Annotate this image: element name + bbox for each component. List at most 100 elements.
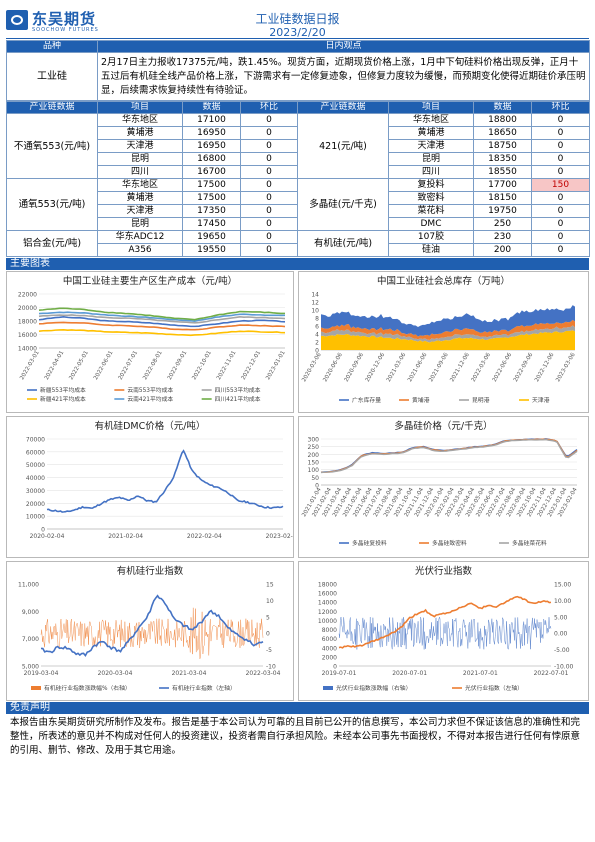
series-area bbox=[321, 325, 575, 343]
legend-label: 新疆553平均成本 bbox=[40, 386, 86, 394]
report-title: 工业硅数据日报 bbox=[255, 12, 340, 26]
chart-dmc-price: 0 10000 20000 30000 40000 50000 60000 70000 2020… bbox=[26, 437, 293, 541]
x-tick-label: 2020-07-01 bbox=[392, 670, 427, 677]
y2-tick-label: 0.00 bbox=[554, 631, 568, 638]
chart-panel: 中国工业硅社会总库存（万吨） 0 2 4 6 8 10 12 14 2020-03-06 2020… bbox=[298, 271, 589, 413]
y-tick-label: 0 bbox=[41, 527, 45, 534]
series-line bbox=[38, 321, 286, 331]
legend-label: 光伏行业指数涨跌幅（右轴） bbox=[336, 684, 411, 692]
cell-change: 0 bbox=[240, 165, 298, 179]
group-label: 有机硅(元/吨) bbox=[297, 230, 389, 257]
chart-title: 有机硅行业指数 bbox=[116, 566, 184, 577]
cell-change: 0 bbox=[240, 139, 298, 153]
y-tick-label: 60000 bbox=[26, 449, 45, 456]
legend-label: 有机硅行业指数涨跌幅%（右轴） bbox=[44, 684, 131, 692]
cell-item: 华东ADC12 bbox=[97, 230, 183, 244]
chart-title: 光伏行业指数 bbox=[414, 566, 472, 577]
y2-tick-label: 10 bbox=[266, 598, 274, 605]
x-tick-label: 2022-12-01 bbox=[241, 350, 263, 382]
cell-value: 200 bbox=[473, 243, 532, 257]
cell-item: 107胶 bbox=[388, 230, 474, 244]
cell-change: 0 bbox=[531, 152, 590, 166]
legend-label: 广东库存量 bbox=[352, 396, 381, 404]
series-line bbox=[38, 311, 286, 322]
series-line-change bbox=[338, 616, 552, 650]
legend-label: 多晶硅复投料 bbox=[352, 539, 387, 547]
cell-change: 0 bbox=[240, 230, 298, 244]
y-tick-label: 12000 bbox=[318, 609, 337, 616]
x-tick-label: 2020-03-04 bbox=[98, 670, 133, 677]
cell-value: 18750 bbox=[473, 139, 532, 153]
x-tick-label: 2023-02-04 bbox=[266, 533, 293, 540]
y-tick-label: 5,000 bbox=[22, 664, 39, 671]
x-tick-label: 2022-07-01 bbox=[118, 350, 140, 382]
summary-col-view: 日内观点 bbox=[97, 40, 590, 53]
legend-label: 天津港 bbox=[532, 396, 550, 404]
series-line bbox=[320, 438, 578, 474]
group-label: 多晶硅(元/千克) bbox=[297, 178, 389, 231]
legend-label: 多晶硅菜花料 bbox=[512, 539, 547, 547]
disclaimer-text: 本报告由东吴期货研究所制作及发布。报告是基于本公司认为可靠的且目前已公开的信息撰… bbox=[10, 717, 581, 756]
chart-panel: 有机硅行业指数 5,000 7,000 9,000 11,000 -10 -5 0 5 10 15… bbox=[6, 561, 294, 701]
cell-item: 昆明 bbox=[97, 217, 183, 231]
y-tick-label: 22000 bbox=[18, 292, 37, 299]
cell-value: 17100 bbox=[182, 113, 241, 127]
y-tick-label: 0 bbox=[333, 664, 337, 671]
x-tick-label: 2022-10-01 bbox=[191, 350, 213, 382]
cell-item: 华东地区 bbox=[97, 178, 183, 192]
y-tick-label: 7,000 bbox=[22, 636, 39, 643]
x-tick-label: 2022-04-01 bbox=[44, 350, 66, 382]
cell-value: 16700 bbox=[182, 165, 241, 179]
cell-value: 17500 bbox=[182, 191, 241, 205]
summary-product: 工业硅 bbox=[6, 52, 98, 101]
cell-change: 0 bbox=[531, 113, 590, 127]
group-label: 不通氧553(元/吨) bbox=[6, 113, 98, 179]
chart-panel: 中国工业硅主要生产区生产成本（元/吨） 14000 16000 18000 20000… bbox=[6, 271, 294, 413]
cell-change: 0 bbox=[531, 191, 590, 205]
x-tick-label: 2022-09-06 bbox=[513, 352, 535, 384]
section-disclaimer: 免责声明 bbox=[6, 702, 589, 714]
y2-tick-label: 15.00 bbox=[554, 582, 571, 589]
section-charts: 主要图表 bbox=[6, 258, 589, 270]
x-tick-label: 2020-09-06 bbox=[344, 352, 366, 384]
cell-change: 0 bbox=[240, 243, 298, 257]
x-tick-label: 2023-01-01 bbox=[265, 350, 287, 382]
company-logo: 东吴期货 SOOCHOW FUTURES bbox=[6, 8, 116, 36]
th-value: 数据 bbox=[473, 101, 532, 114]
x-tick-label: 2020-06-06 bbox=[322, 352, 344, 384]
cell-item: A356 bbox=[97, 243, 183, 257]
y2-tick-label: 5.00 bbox=[554, 614, 568, 621]
y-tick-label: 200 bbox=[308, 452, 320, 459]
y-tick-label: 10 bbox=[311, 308, 319, 315]
logo-english: SOOCHOW FUTURES bbox=[32, 27, 99, 33]
th-change: 环比 bbox=[531, 101, 590, 114]
cell-change: 0 bbox=[240, 126, 298, 140]
cell-value: 18350 bbox=[473, 152, 532, 166]
legend-label: 新疆421平均成本 bbox=[40, 395, 86, 403]
y-tick-label: 0 bbox=[315, 348, 319, 355]
y2-tick-label: 0 bbox=[266, 631, 270, 638]
y-tick-label: 11,000 bbox=[18, 582, 39, 589]
cell-change: 0 bbox=[531, 230, 590, 244]
x-tick-label: 2020-12-06 bbox=[365, 352, 387, 384]
cell-change: 0 bbox=[531, 126, 590, 140]
x-tick-label: 2022-03-01 bbox=[19, 350, 41, 382]
cell-change: 0 bbox=[240, 191, 298, 205]
cell-change: 0 bbox=[240, 152, 298, 166]
cell-change: 0 bbox=[240, 217, 298, 231]
x-tick-label: 2019-03-04 bbox=[24, 670, 59, 677]
cell-change: 0 bbox=[531, 217, 590, 231]
cell-value: 19550 bbox=[182, 243, 241, 257]
chart-title: 中国工业硅社会总库存（万吨） bbox=[376, 276, 510, 287]
table-row: 通氧553(元/吨) 华东地区 17500 0 多晶硅(元/千克) 复投料 17… bbox=[6, 178, 590, 231]
chart-panel: 光伏行业指数 0 2000 4000 6000 8000 10000 12000 14000 1… bbox=[298, 561, 589, 701]
series-line bbox=[38, 314, 286, 324]
cell-item: 天津港 bbox=[97, 204, 183, 218]
legend-label: 云南553平均成本 bbox=[127, 386, 173, 394]
y-tick-label: 70000 bbox=[26, 437, 45, 444]
x-tick-label: 2022-06-01 bbox=[93, 350, 115, 382]
table-row: 不通氧553(元/吨) 华东地区 17100 0 421(元/吨) 华东地区 1… bbox=[6, 113, 590, 179]
y-tick-label: 14 bbox=[311, 292, 319, 299]
cell-item: 硅油 bbox=[388, 243, 474, 257]
x-tick-label: 2021-09-06 bbox=[428, 352, 450, 384]
